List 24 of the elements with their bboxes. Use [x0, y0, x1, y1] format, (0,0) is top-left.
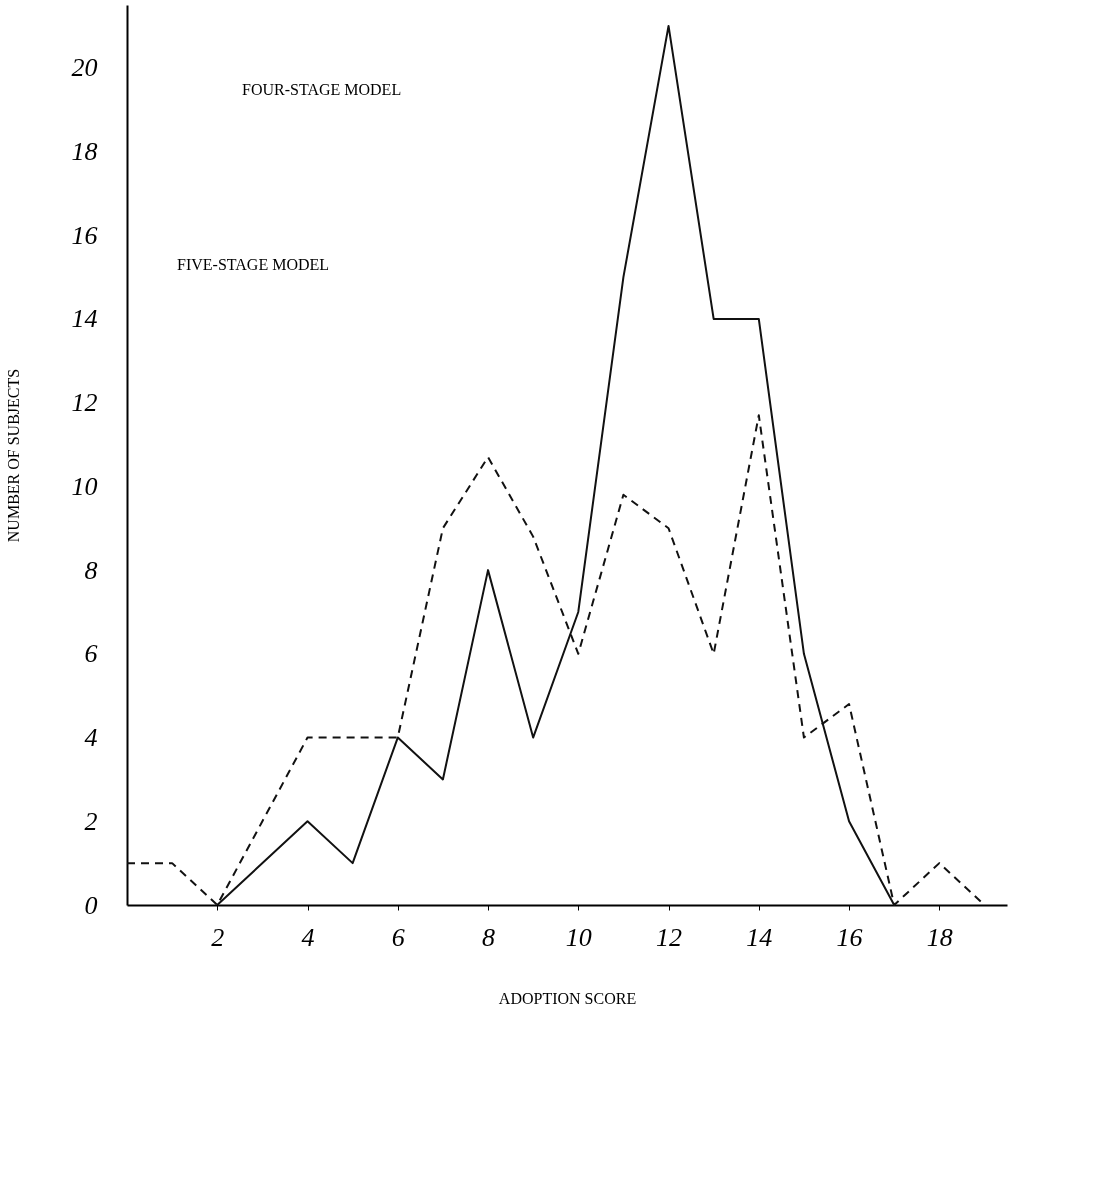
x-tick-label: 6	[391, 922, 405, 952]
x-tick-label: 12	[656, 922, 683, 952]
x-axis-title: ADOPTION SCORE	[498, 989, 637, 1007]
y-tick-label: 20	[71, 53, 98, 83]
x-tick-label: 8	[482, 922, 496, 952]
x-tick-label: 18	[926, 922, 953, 952]
y-tick-label: 12	[71, 388, 98, 418]
x-tick-label: 2	[211, 922, 225, 952]
x-tick-label: 14	[746, 922, 773, 952]
y-tick-label: 16	[71, 220, 98, 250]
y-tick-label: 6	[84, 639, 98, 669]
y-axis-title: NUMBER OF SUBJECTS	[4, 368, 22, 543]
y-tick-label: 0	[84, 890, 98, 920]
x-tick-label: 16	[836, 922, 863, 952]
y-tick-label: 10	[71, 471, 98, 501]
y-tick-label: 18	[71, 137, 98, 167]
annotation: FOUR-STAGE MODEL	[242, 81, 402, 98]
annotation: FIVE-STAGE MODEL	[177, 256, 330, 273]
y-tick-label: 14	[71, 304, 98, 334]
x-tick-label: 10	[565, 922, 592, 952]
x-tick-label: 4	[301, 922, 315, 952]
y-tick-label: 4	[84, 723, 98, 753]
y-tick-label: 8	[84, 555, 98, 585]
y-tick-label: 2	[84, 806, 98, 836]
